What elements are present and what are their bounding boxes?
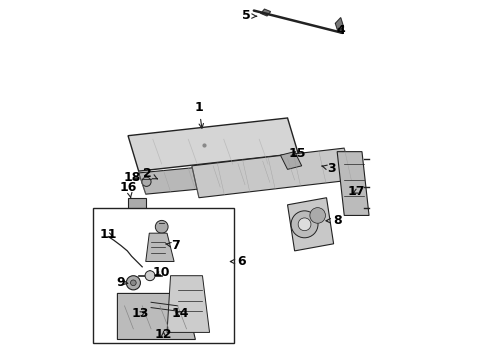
Polygon shape [337, 152, 369, 215]
Text: 10: 10 [153, 266, 171, 279]
Text: 18: 18 [123, 171, 141, 184]
Text: 16: 16 [120, 181, 137, 197]
Polygon shape [261, 9, 270, 16]
Text: 11: 11 [100, 229, 117, 242]
Polygon shape [139, 159, 294, 194]
Text: 1: 1 [195, 101, 203, 128]
Circle shape [130, 280, 136, 285]
Polygon shape [335, 18, 343, 31]
Text: 14: 14 [172, 307, 189, 320]
Text: 17: 17 [348, 185, 366, 198]
Circle shape [291, 211, 318, 238]
Polygon shape [280, 152, 302, 169]
Text: 9: 9 [116, 276, 128, 289]
Bar [93, 208, 234, 343]
Polygon shape [118, 293, 196, 339]
Text: 4: 4 [336, 24, 345, 37]
Text: 7: 7 [166, 239, 180, 252]
Circle shape [126, 276, 141, 290]
Polygon shape [128, 118, 298, 171]
Text: 2: 2 [143, 167, 157, 180]
Circle shape [298, 218, 311, 231]
Text: 8: 8 [326, 214, 342, 227]
Text: 15: 15 [289, 147, 306, 160]
Text: 5: 5 [243, 9, 257, 22]
Polygon shape [128, 198, 146, 226]
Polygon shape [167, 276, 210, 332]
Polygon shape [288, 198, 334, 251]
Circle shape [155, 220, 168, 233]
Text: 13: 13 [132, 307, 149, 320]
Text: 12: 12 [155, 328, 172, 341]
Text: 6: 6 [230, 255, 246, 268]
Text: 3: 3 [322, 162, 336, 175]
Polygon shape [146, 233, 174, 261]
Circle shape [142, 177, 151, 186]
Circle shape [145, 271, 155, 281]
Polygon shape [192, 148, 351, 198]
Circle shape [310, 208, 325, 223]
